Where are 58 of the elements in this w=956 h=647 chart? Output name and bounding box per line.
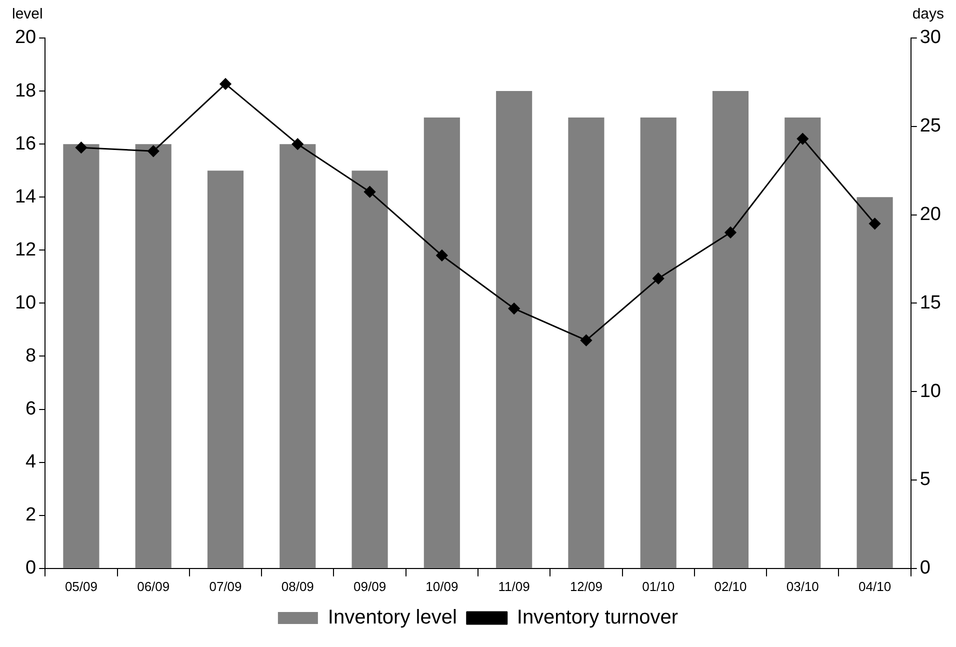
point xyxy=(364,186,376,198)
x-tick-label: 12/09 xyxy=(570,578,602,594)
x-tick-label: 02/10 xyxy=(714,578,747,594)
bar xyxy=(352,170,388,568)
y2-tick-label: 0 xyxy=(920,558,930,579)
point xyxy=(220,78,232,90)
point xyxy=(580,334,592,346)
point xyxy=(652,272,664,284)
y2-tick-label: 10 xyxy=(920,380,942,402)
y-tick-label: 20 xyxy=(14,27,36,48)
x-tick-label: 10/09 xyxy=(426,578,458,594)
point xyxy=(869,218,881,230)
y2-tick-label: 20 xyxy=(920,204,942,226)
bar xyxy=(280,144,316,568)
point xyxy=(148,145,160,157)
bar xyxy=(496,91,532,568)
x-tick-label: 11/09 xyxy=(498,578,530,594)
y-tick-label: 10 xyxy=(14,292,36,314)
x-tick-label: 07/09 xyxy=(209,578,242,594)
x-tick-label: 03/10 xyxy=(786,578,819,594)
y-tick-label: 4 xyxy=(26,452,37,473)
y-tick-label: 12 xyxy=(14,239,36,260)
bar xyxy=(712,91,749,568)
y-axis-title: level xyxy=(12,6,43,23)
point xyxy=(292,138,304,150)
x-tick-label: 08/09 xyxy=(281,578,314,594)
bar xyxy=(63,144,100,568)
bar xyxy=(207,170,244,568)
x-tick-label: 06/09 xyxy=(137,578,170,594)
y-tick-label: 16 xyxy=(14,133,36,154)
x-tick-label: 01/10 xyxy=(642,578,675,594)
y2-tick-label: 15 xyxy=(920,292,942,314)
y-tick-label: 0 xyxy=(26,558,36,579)
x-tick-label: 05/09 xyxy=(64,578,98,594)
y2-axis-title: days xyxy=(912,6,944,23)
bar xyxy=(424,118,460,568)
bar xyxy=(856,197,893,568)
bar xyxy=(135,144,172,568)
legend-label: Inventory level xyxy=(328,606,457,629)
point xyxy=(724,226,736,238)
y-tick-label: 8 xyxy=(26,345,36,366)
point xyxy=(75,142,87,154)
bar xyxy=(568,118,604,568)
legend-label: Inventory turnover xyxy=(516,606,678,629)
y2-tick-label: 5 xyxy=(920,469,930,490)
bar xyxy=(640,118,676,568)
point xyxy=(796,133,808,145)
y-tick-label: 18 xyxy=(14,80,36,102)
point xyxy=(436,250,448,262)
y-tick-label: 2 xyxy=(26,504,36,526)
bar xyxy=(784,118,821,568)
x-tick-label: 09/09 xyxy=(354,578,386,594)
y-tick-label: 14 xyxy=(14,186,37,208)
y-tick-label: 6 xyxy=(26,398,36,420)
y2-tick-label: 30 xyxy=(920,27,942,48)
y2-tick-label: 25 xyxy=(920,116,942,137)
x-tick-label: 04/10 xyxy=(858,578,892,594)
point xyxy=(508,302,520,314)
